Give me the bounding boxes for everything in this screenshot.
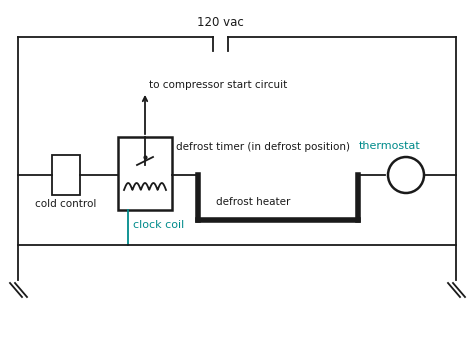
Text: defrost timer (in defrost position): defrost timer (in defrost position) xyxy=(176,142,350,152)
Text: clock coil: clock coil xyxy=(133,220,184,230)
Text: cold control: cold control xyxy=(35,199,97,209)
Bar xyxy=(118,137,172,210)
Text: to compressor start circuit: to compressor start circuit xyxy=(149,80,287,90)
Text: 120 vac: 120 vac xyxy=(197,16,244,29)
Bar xyxy=(52,155,80,195)
Text: thermostat: thermostat xyxy=(358,141,420,151)
Text: defrost heater: defrost heater xyxy=(216,197,291,207)
